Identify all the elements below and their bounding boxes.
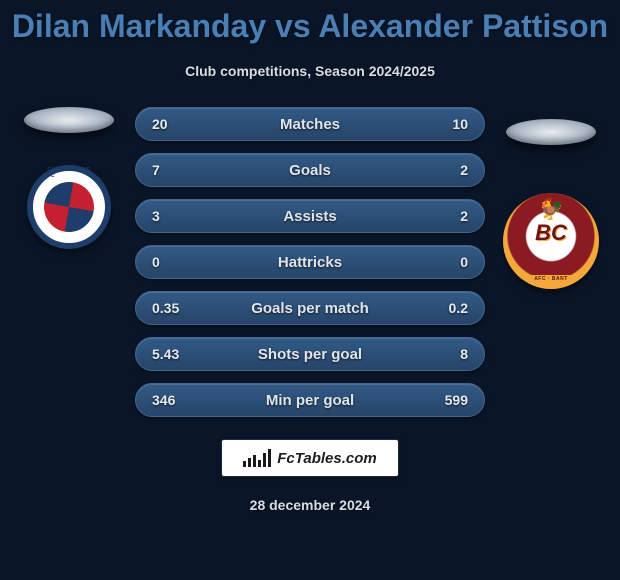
stat-left-value: 346 bbox=[152, 392, 194, 408]
left-player-column: CHESTERFIELD FC bbox=[9, 107, 129, 249]
stat-right-value: 0.2 bbox=[426, 300, 468, 316]
stat-label: Shots per goal bbox=[194, 346, 426, 363]
stat-left-value: 0 bbox=[152, 254, 194, 270]
bar-icon bbox=[243, 461, 246, 467]
stat-right-value: 2 bbox=[426, 162, 468, 178]
stat-right-value: 8 bbox=[426, 346, 468, 362]
bar-icon bbox=[268, 449, 271, 467]
bar-icon bbox=[248, 458, 251, 467]
comparison-panel: CHESTERFIELD FC 20 Matches 10 7 Goals 2 … bbox=[0, 107, 620, 417]
stat-left-value: 0.35 bbox=[152, 300, 194, 316]
crest-left-label: CHESTERFIELD FC bbox=[47, 167, 90, 179]
bar-icon bbox=[253, 455, 256, 467]
stat-left-value: 7 bbox=[152, 162, 194, 178]
stat-label: Matches bbox=[194, 116, 426, 133]
crest-right-label: BC bbox=[535, 220, 567, 246]
stat-row: 3 Assists 2 bbox=[135, 199, 485, 233]
stat-right-value: 10 bbox=[426, 116, 468, 132]
stat-left-value: 20 bbox=[152, 116, 194, 132]
stat-left-value: 3 bbox=[152, 208, 194, 224]
right-player-column: 🐓 BC AFC · BANT bbox=[491, 107, 611, 289]
club-crest-right: 🐓 BC AFC · BANT bbox=[503, 193, 599, 289]
stat-right-value: 0 bbox=[426, 254, 468, 270]
player-halo-left bbox=[24, 107, 114, 133]
stat-label: Min per goal bbox=[194, 392, 426, 409]
stat-row: 7 Goals 2 bbox=[135, 153, 485, 187]
stat-row: 20 Matches 10 bbox=[135, 107, 485, 141]
stat-label: Goals per match bbox=[194, 300, 426, 317]
player-halo-right bbox=[506, 119, 596, 145]
stat-label: Goals bbox=[194, 162, 426, 179]
stats-list: 20 Matches 10 7 Goals 2 3 Assists 2 0 Ha… bbox=[135, 107, 485, 417]
bar-icon bbox=[258, 460, 261, 467]
subtitle: Club competitions, Season 2024/2025 bbox=[0, 63, 620, 79]
page-title: Dilan Markanday vs Alexander Pattison bbox=[0, 0, 620, 45]
bar-icon bbox=[263, 453, 266, 467]
stat-label: Hattricks bbox=[194, 254, 426, 271]
stat-row: 0.35 Goals per match 0.2 bbox=[135, 291, 485, 325]
stat-label: Assists bbox=[194, 208, 426, 225]
club-crest-left: CHESTERFIELD FC bbox=[27, 165, 111, 249]
footer-brand[interactable]: FcTables.com bbox=[221, 439, 399, 477]
stat-right-value: 599 bbox=[426, 392, 468, 408]
brand-chart-icon bbox=[243, 449, 271, 467]
stat-row: 5.43 Shots per goal 8 bbox=[135, 337, 485, 371]
crest-right-banner: AFC · BANT bbox=[528, 275, 574, 283]
footer-brand-text: FcTables.com bbox=[277, 450, 376, 467]
stat-row: 346 Min per goal 599 bbox=[135, 383, 485, 417]
stat-right-value: 2 bbox=[426, 208, 468, 224]
footer-date: 28 december 2024 bbox=[0, 497, 620, 513]
stat-left-value: 5.43 bbox=[152, 346, 194, 362]
rooster-icon: 🐓 bbox=[539, 199, 564, 219]
stat-row: 0 Hattricks 0 bbox=[135, 245, 485, 279]
